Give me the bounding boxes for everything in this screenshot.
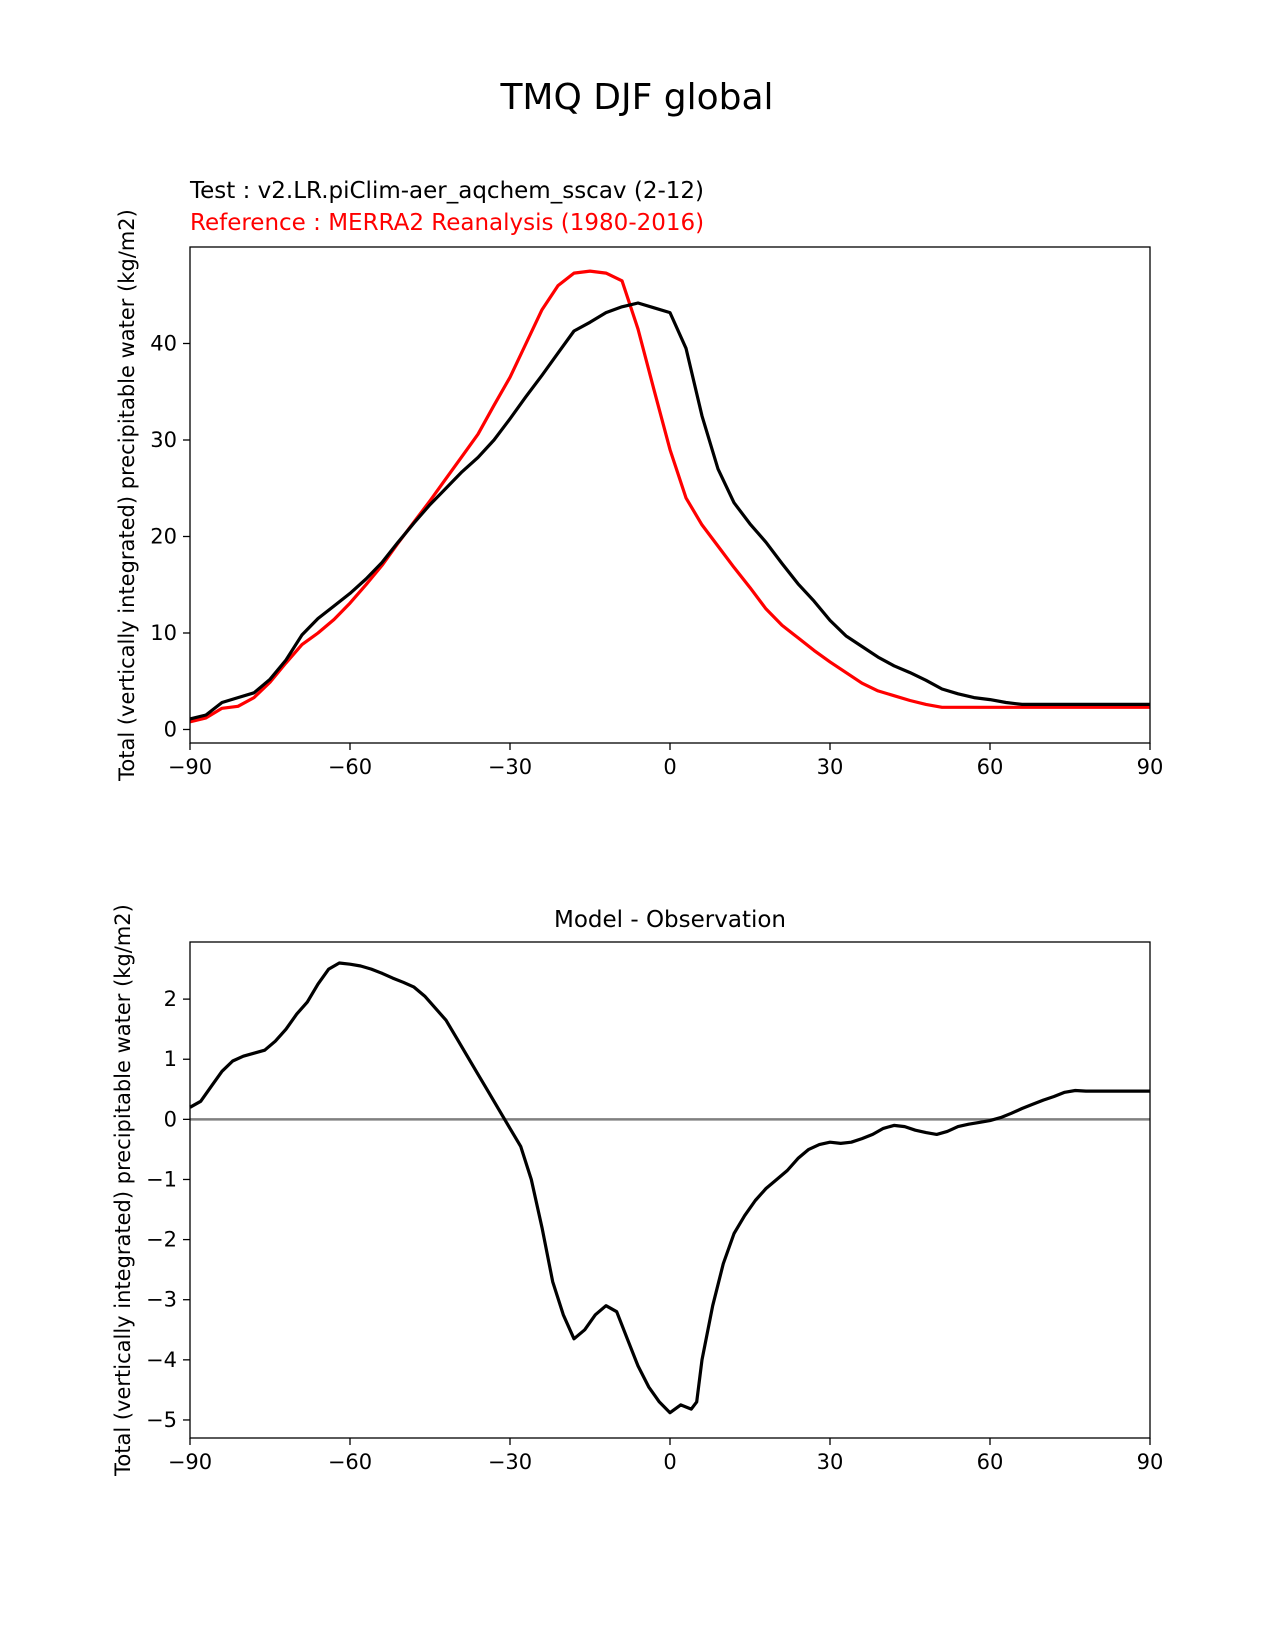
panel-1: Test : v2.LR.piClim-aer_aqchem_sscav (2-…: [115, 178, 1163, 782]
y-tick-label: 20: [150, 524, 177, 548]
series-difference-line: [189, 961, 1150, 1415]
y-tick-label: 10: [150, 621, 177, 645]
y-tick-label: −4: [146, 1348, 177, 1372]
y-tick-label: 30: [150, 428, 177, 452]
x-tick-label: −30: [488, 1450, 532, 1474]
y-tick-label: 40: [150, 331, 177, 355]
panel-2-title: Model - Observation: [554, 907, 786, 933]
x-tick-label: −60: [328, 755, 372, 779]
series-reference-line: [189, 269, 1150, 724]
y-tick-label: −3: [146, 1288, 177, 1312]
panel-1-xticks: −90 −60 −30 0 30 60 90: [168, 743, 1164, 779]
panel-1-frame: [189, 246, 1151, 744]
panel-2-xticks: −90 −60 −30 0 30 60 90: [168, 1438, 1164, 1474]
reference-label: Reference : MERRA2 Reanalysis (1980-2016…: [190, 210, 704, 236]
figure-title: TMQ DJF global: [499, 77, 773, 118]
x-tick-label: 90: [1137, 755, 1164, 779]
x-tick-label: 30: [817, 1450, 844, 1474]
series-test-line: [189, 301, 1150, 721]
panel-2-ylabel: Total (vertically integrated) precipitab…: [111, 904, 135, 1477]
panel-1-yticks: 0 10 20 30 40: [150, 331, 190, 741]
x-tick-label: −60: [328, 1450, 372, 1474]
x-tick-label: −90: [168, 755, 212, 779]
x-tick-label: 60: [977, 755, 1004, 779]
panel-2-frame: [189, 941, 1151, 1439]
panel-2: Model - Observation −90 −60 −30 0 30 60 90 2 1 0…: [111, 904, 1163, 1477]
panel-2-yticks: 2 1 0 −1 −2 −3 −4 −5: [146, 987, 190, 1432]
panel-1-series: [189, 269, 1150, 724]
x-tick-label: −90: [168, 1450, 212, 1474]
x-tick-label: −30: [488, 755, 532, 779]
y-tick-label: 0: [164, 717, 177, 741]
y-tick-label: 2: [164, 987, 177, 1011]
y-tick-label: −1: [146, 1167, 177, 1191]
x-tick-label: 30: [817, 755, 844, 779]
x-tick-label: 90: [1137, 1450, 1164, 1474]
x-tick-label: 0: [663, 1450, 676, 1474]
panel-1-ylabel: Total (vertically integrated) precipitab…: [115, 209, 139, 782]
x-tick-label: 60: [977, 1450, 1004, 1474]
x-tick-label: 0: [663, 755, 676, 779]
y-tick-label: −2: [146, 1228, 177, 1252]
panel-2-series: [189, 961, 1150, 1415]
test-label: Test : v2.LR.piClim-aer_aqchem_sscav (2-…: [189, 178, 704, 204]
y-tick-label: 0: [164, 1107, 177, 1131]
y-tick-label: 1: [164, 1047, 177, 1071]
y-tick-label: −5: [146, 1408, 177, 1432]
